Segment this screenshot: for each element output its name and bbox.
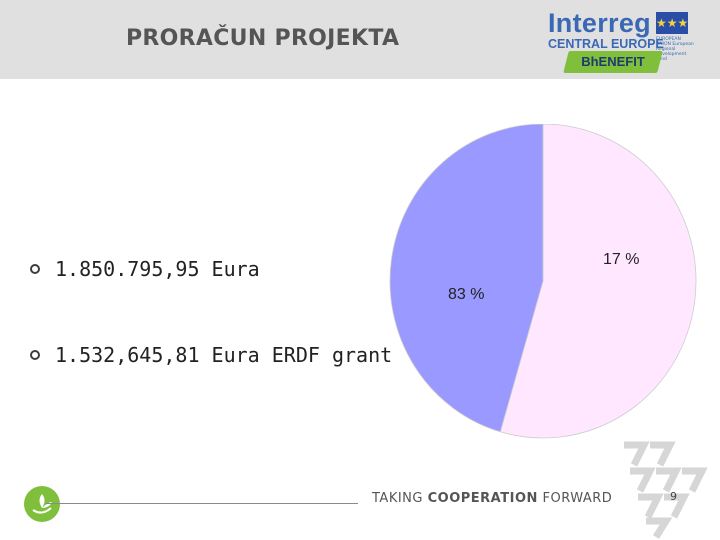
bullet-circle-icon xyxy=(30,264,40,274)
list-item: 1.850.795,95 Eura xyxy=(30,257,260,281)
project-badge-text: BhENEFIT xyxy=(581,54,645,69)
page-title: PRORAČUN PROJEKTA xyxy=(126,26,400,51)
list-item-text: 1.850.795,95 Eura xyxy=(55,257,260,281)
decorative-arrows-icon xyxy=(624,441,708,539)
logo-word: Interreg xyxy=(548,8,651,38)
pie-slice-17 xyxy=(389,124,544,433)
footer-divider xyxy=(46,503,358,504)
pie-label-17: 17 % xyxy=(603,251,640,268)
eu-flag-icon: ★★★ xyxy=(656,12,688,34)
pie-label-83: 83 % xyxy=(448,286,485,303)
leaf-logo-icon xyxy=(24,486,60,522)
footer-tagline: TAKING COOPERATION FORWARD xyxy=(372,491,613,506)
logo-subtitle: CENTRAL EUROPE xyxy=(548,37,664,51)
pie-slice-83 xyxy=(499,124,697,439)
bullet-circle-icon xyxy=(30,350,40,360)
page-number: 9 xyxy=(670,490,677,503)
list-item-text: 1.532,645,81 Eura ERDF grant xyxy=(55,343,393,367)
logo-fine-print: EUROPEAN UNION European Regional Develop… xyxy=(656,37,694,62)
budget-pie-chart xyxy=(389,124,697,439)
interreg-logo: Interreg ★★★ CENTRAL EUROPE EUROPEAN UNI… xyxy=(546,8,696,78)
list-item: 1.532,645,81 Eura ERDF grant xyxy=(30,343,392,367)
